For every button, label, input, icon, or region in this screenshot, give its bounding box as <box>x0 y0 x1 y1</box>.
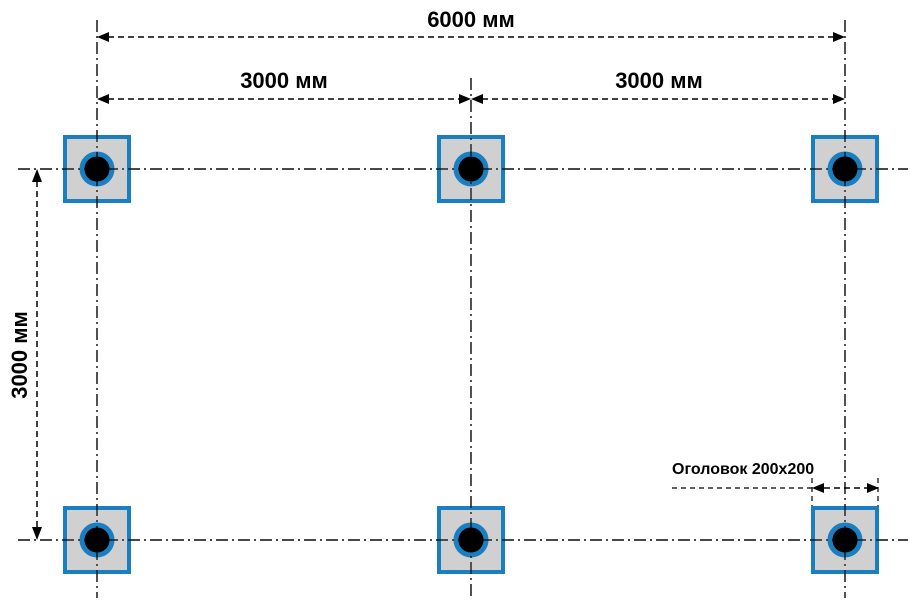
dimension-span-left: 3000 мм <box>97 68 471 104</box>
arrow-right-icon <box>459 94 471 104</box>
arrow-left-icon <box>812 483 824 493</box>
arrow-left-icon <box>97 94 109 104</box>
pile-bottom-left <box>63 506 131 574</box>
dimension-span-right: 3000 мм <box>471 68 845 104</box>
pile-bottom-right <box>811 506 879 574</box>
dimension-label-span-left: 3000 мм <box>240 68 328 93</box>
arrow-right-icon <box>833 94 845 104</box>
dimension-label-span-right: 3000 мм <box>615 68 703 93</box>
dimension-height: 3000 мм <box>7 169 42 540</box>
arrow-left-icon <box>471 94 483 104</box>
cap-size-callout: Оголовок 200x200 <box>672 461 879 507</box>
arrow-down-icon <box>32 527 42 540</box>
dimension-label-total-width: 6000 мм <box>427 7 515 32</box>
dimension-total-width: 6000 мм <box>97 7 845 42</box>
arrow-left-icon <box>97 32 109 42</box>
cap-size-label: Оголовок 200x200 <box>672 461 814 478</box>
axis-lines-overlay <box>18 20 908 598</box>
arrow-up-icon <box>32 169 42 182</box>
arrow-right-icon <box>867 483 879 493</box>
dimension-label-height: 3000 мм <box>7 311 32 399</box>
arrow-right-icon <box>833 32 845 42</box>
